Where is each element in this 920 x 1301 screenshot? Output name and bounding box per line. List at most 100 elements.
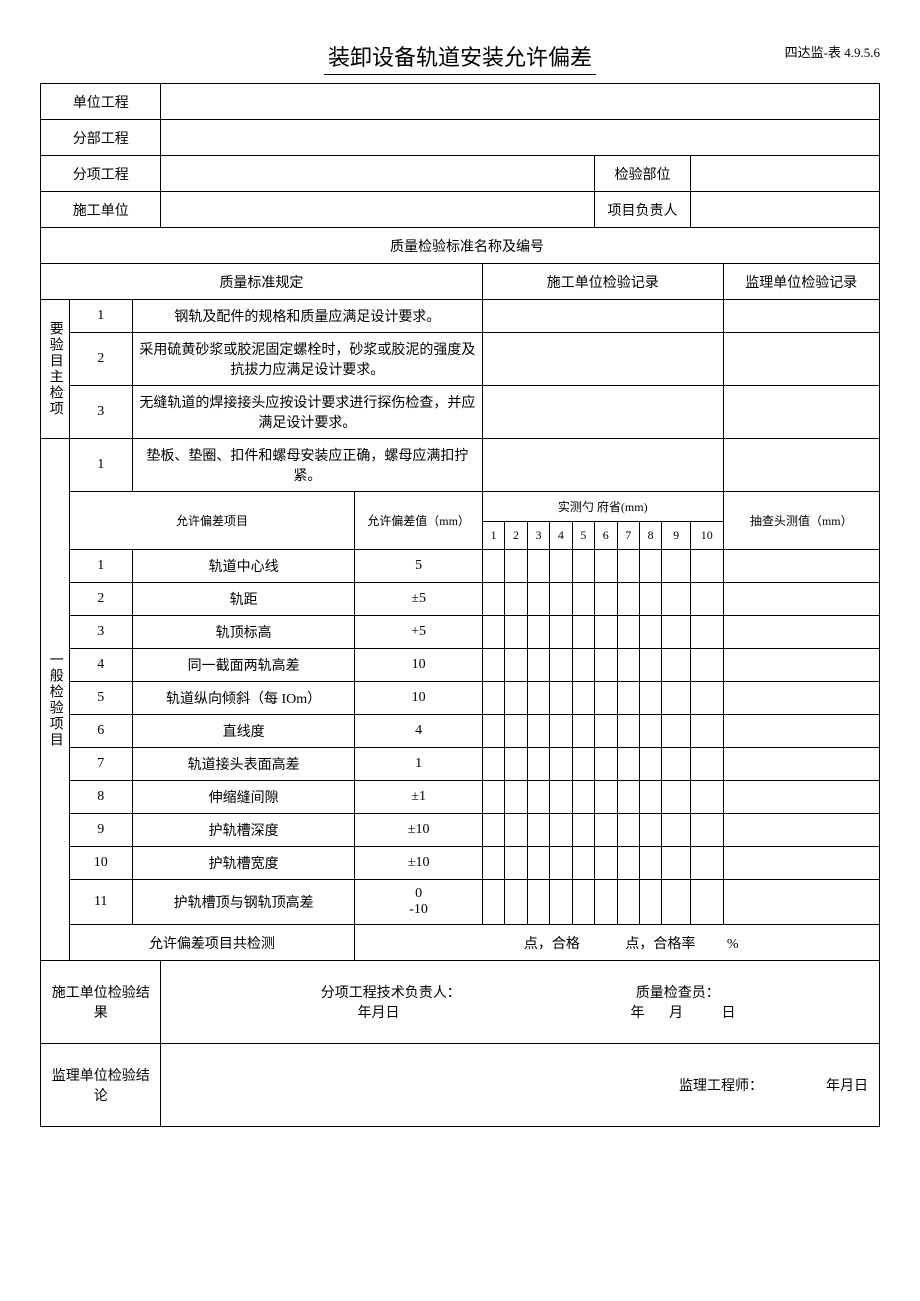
m[interactable]	[690, 550, 723, 583]
m[interactable]	[482, 550, 504, 583]
construction-result-body[interactable]: 分项工程技术负责人： 质量检查员： 年月日 年	[161, 961, 880, 1044]
m[interactable]	[662, 583, 691, 616]
m[interactable]	[550, 616, 572, 649]
m[interactable]	[617, 715, 639, 748]
m[interactable]	[482, 616, 504, 649]
m[interactable]	[505, 583, 527, 616]
m[interactable]	[550, 847, 572, 880]
m[interactable]	[505, 649, 527, 682]
m[interactable]	[550, 814, 572, 847]
m[interactable]	[527, 583, 549, 616]
m[interactable]	[550, 781, 572, 814]
m[interactable]	[639, 583, 661, 616]
m[interactable]	[690, 649, 723, 682]
m[interactable]	[505, 682, 527, 715]
m[interactable]	[617, 583, 639, 616]
m[interactable]	[482, 748, 504, 781]
m[interactable]	[572, 880, 594, 925]
m[interactable]	[662, 550, 691, 583]
m[interactable]	[572, 649, 594, 682]
m[interactable]	[572, 814, 594, 847]
m[interactable]	[690, 847, 723, 880]
m[interactable]	[662, 649, 691, 682]
m[interactable]	[617, 814, 639, 847]
m[interactable]	[690, 748, 723, 781]
construction-unit-value[interactable]	[161, 192, 595, 228]
m[interactable]	[662, 682, 691, 715]
m[interactable]	[617, 649, 639, 682]
m[interactable]	[527, 748, 549, 781]
m[interactable]	[505, 748, 527, 781]
m[interactable]	[550, 748, 572, 781]
m[interactable]	[527, 814, 549, 847]
m[interactable]	[639, 715, 661, 748]
m[interactable]	[639, 781, 661, 814]
m[interactable]	[662, 814, 691, 847]
m[interactable]	[527, 781, 549, 814]
m[interactable]	[639, 748, 661, 781]
sample[interactable]	[723, 880, 879, 925]
m[interactable]	[595, 814, 617, 847]
m[interactable]	[550, 583, 572, 616]
m[interactable]	[617, 748, 639, 781]
m[interactable]	[572, 781, 594, 814]
m[interactable]	[662, 781, 691, 814]
m[interactable]	[527, 616, 549, 649]
m[interactable]	[572, 583, 594, 616]
m[interactable]	[550, 682, 572, 715]
m[interactable]	[662, 616, 691, 649]
m[interactable]	[690, 682, 723, 715]
m[interactable]	[505, 880, 527, 925]
main-check-rec-2[interactable]	[482, 333, 723, 386]
supervision-conclusion-body[interactable]: 监理工程师： 年月日	[161, 1044, 880, 1127]
m[interactable]	[505, 847, 527, 880]
m[interactable]	[505, 715, 527, 748]
m[interactable]	[639, 880, 661, 925]
general-first-sup[interactable]	[723, 439, 879, 492]
sample[interactable]	[723, 715, 879, 748]
m[interactable]	[572, 682, 594, 715]
m[interactable]	[617, 880, 639, 925]
m[interactable]	[690, 715, 723, 748]
m[interactable]	[595, 847, 617, 880]
item-project-value[interactable]	[161, 156, 595, 192]
m[interactable]	[595, 781, 617, 814]
m[interactable]	[550, 715, 572, 748]
sample[interactable]	[723, 781, 879, 814]
m[interactable]	[527, 847, 549, 880]
m[interactable]	[550, 550, 572, 583]
m[interactable]	[572, 748, 594, 781]
sample[interactable]	[723, 583, 879, 616]
m[interactable]	[639, 814, 661, 847]
m[interactable]	[482, 781, 504, 814]
m[interactable]	[550, 649, 572, 682]
m[interactable]	[595, 649, 617, 682]
sample[interactable]	[723, 847, 879, 880]
m[interactable]	[595, 682, 617, 715]
m[interactable]	[639, 682, 661, 715]
main-check-rec-1[interactable]	[482, 300, 723, 333]
m[interactable]	[505, 781, 527, 814]
m[interactable]	[662, 748, 691, 781]
m[interactable]	[572, 847, 594, 880]
m[interactable]	[595, 715, 617, 748]
m[interactable]	[639, 847, 661, 880]
m[interactable]	[690, 781, 723, 814]
m[interactable]	[572, 616, 594, 649]
m[interactable]	[639, 649, 661, 682]
sample[interactable]	[723, 550, 879, 583]
sub-project-value[interactable]	[161, 120, 880, 156]
sample[interactable]	[723, 682, 879, 715]
m[interactable]	[505, 550, 527, 583]
m[interactable]	[690, 583, 723, 616]
m[interactable]	[527, 880, 549, 925]
m[interactable]	[550, 880, 572, 925]
m[interactable]	[595, 583, 617, 616]
m[interactable]	[527, 550, 549, 583]
sample[interactable]	[723, 616, 879, 649]
m[interactable]	[482, 847, 504, 880]
project-leader-value[interactable]	[690, 192, 879, 228]
m[interactable]	[505, 814, 527, 847]
m[interactable]	[527, 649, 549, 682]
m[interactable]	[639, 616, 661, 649]
